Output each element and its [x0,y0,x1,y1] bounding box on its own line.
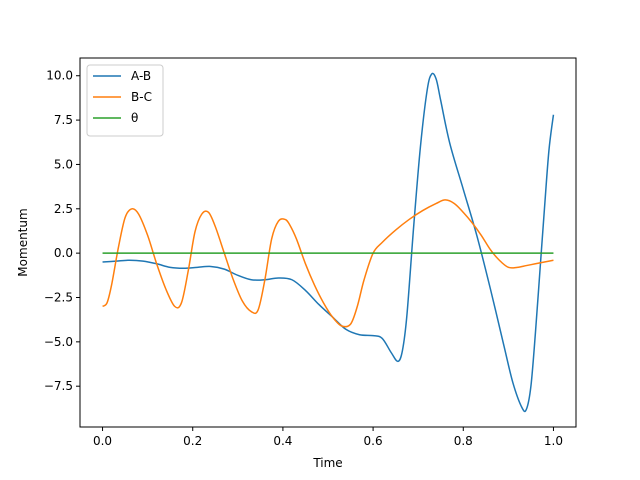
series-layer [102,72,555,413]
legend-label: A-B [131,69,151,83]
y-tick-label: 10.0 [46,69,73,83]
legend-label: B-C [131,90,152,104]
x-axis: 0.0 0.2 0.4 0.6 0.8 1.0 [93,427,563,448]
y-tick-label: −2.5 [44,290,73,304]
y-axis-label: Momentum [16,208,30,276]
y-tick-label: 5.0 [54,157,73,171]
y-tick-label: −5.0 [44,335,73,349]
y-tick-label: 0.0 [54,246,73,260]
x-tick-label: 0.6 [364,434,383,448]
y-tick-label: −7.5 [44,379,73,393]
x-tick-label: 0.8 [454,434,473,448]
x-tick-label: 0.4 [273,434,292,448]
series-line-1 [102,72,555,413]
x-tick-label: 0.0 [93,434,112,448]
y-tick-label: 2.5 [54,202,73,216]
x-axis-label: Time [312,456,342,470]
x-tick-label: 0.2 [183,434,202,448]
legend-label: θ [131,111,138,125]
y-tick-label: 7.5 [54,113,73,127]
y-axis: −7.5 −5.0 −2.5 0.0 2.5 5.0 7.5 10.0 [44,69,80,393]
plot-frame [79,57,577,428]
legend: A-B B-C θ [86,64,164,137]
series-line-2 [102,199,554,328]
x-tick-label: 1.0 [544,434,563,448]
